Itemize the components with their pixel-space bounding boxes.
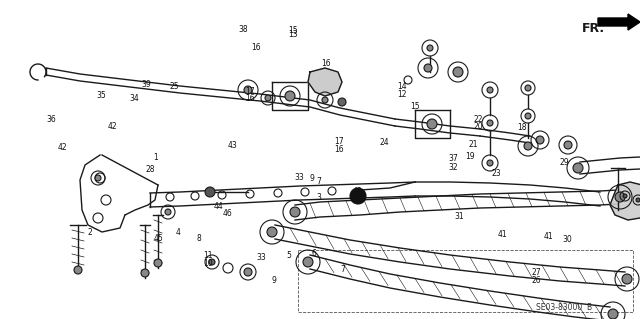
Text: 7: 7 [340,265,345,274]
Text: 22: 22 [474,115,483,124]
Text: 41: 41 [544,232,554,241]
Text: 39: 39 [141,80,151,89]
Text: 13: 13 [288,30,298,39]
Circle shape [524,142,532,150]
Text: 1: 1 [154,153,158,162]
Circle shape [74,266,82,274]
Circle shape [338,98,346,106]
Text: 33: 33 [294,173,305,182]
Text: 32: 32 [448,163,458,172]
Circle shape [350,188,366,204]
Circle shape [487,120,493,126]
Text: 14: 14 [397,82,407,91]
Text: 4: 4 [175,228,180,237]
Circle shape [265,95,271,101]
Text: 29: 29 [559,158,570,167]
Text: 45: 45 [154,234,164,243]
Text: 12: 12 [397,90,406,99]
Circle shape [453,67,463,77]
Circle shape [267,227,277,237]
Text: 3: 3 [317,193,322,202]
Circle shape [636,198,640,202]
Text: 23: 23 [491,169,501,178]
Text: 10: 10 [203,259,213,268]
Text: 16: 16 [251,43,261,52]
Polygon shape [610,182,640,220]
Circle shape [615,192,625,202]
Circle shape [622,274,632,284]
Text: FR.: FR. [582,22,605,35]
Circle shape [322,97,328,103]
Text: 5: 5 [287,251,292,260]
Circle shape [564,141,572,149]
Text: 34: 34 [129,94,140,103]
Circle shape [573,163,583,173]
Text: 33: 33 [256,253,266,262]
Text: 7: 7 [316,177,321,186]
Text: 36: 36 [46,115,56,124]
Circle shape [154,259,162,267]
Text: 37: 37 [448,154,458,163]
Text: 28: 28 [146,165,156,174]
Text: 11: 11 [204,251,212,260]
Text: 16: 16 [334,145,344,154]
Text: 40: 40 [352,187,362,196]
Text: 44: 44 [214,202,224,211]
Text: 16: 16 [321,59,332,68]
Text: 16: 16 [244,94,255,103]
Circle shape [427,119,437,129]
Circle shape [290,207,300,217]
Bar [298,250,633,312]
Text: 17: 17 [244,87,255,96]
Text: 2: 2 [87,228,92,237]
Circle shape [209,259,215,265]
Circle shape [303,257,313,267]
Circle shape [536,136,544,144]
Text: 38: 38 [238,25,248,34]
Circle shape [244,86,252,94]
Text: 26: 26 [531,276,541,285]
Text: 43: 43 [227,141,237,150]
Circle shape [487,87,493,93]
Circle shape [165,209,171,215]
Circle shape [205,187,215,197]
Circle shape [623,194,627,198]
Text: 30: 30 [562,235,572,244]
Circle shape [424,64,432,72]
Circle shape [608,309,618,319]
Text: 18: 18 [517,123,526,132]
Text: 41: 41 [497,230,508,239]
Text: 9: 9 [310,174,315,183]
Text: 17: 17 [334,137,344,146]
Text: 35: 35 [96,91,106,100]
Circle shape [285,91,295,101]
Text: 31: 31 [454,212,465,221]
Circle shape [427,45,433,51]
Text: 27: 27 [531,268,541,277]
Circle shape [141,269,149,277]
Circle shape [244,268,252,276]
Circle shape [487,160,493,166]
Text: 6: 6 [311,249,316,258]
Text: SE03-83000  B: SE03-83000 B [536,303,592,313]
Text: 19: 19 [465,152,476,161]
Text: 24: 24 [379,138,389,147]
Text: 25: 25 [169,82,179,91]
Polygon shape [308,68,342,96]
Circle shape [525,113,531,119]
Circle shape [95,175,101,181]
Text: 42: 42 [108,122,117,131]
Polygon shape [598,14,640,30]
Text: 9: 9 [271,276,276,285]
Text: 42: 42 [58,143,68,152]
Text: 8: 8 [196,234,201,243]
Text: 15: 15 [288,26,298,35]
Text: 46: 46 [223,209,232,218]
Text: 20: 20 [474,122,484,131]
Text: 15: 15 [410,102,420,111]
Text: 21: 21 [469,140,478,149]
Circle shape [525,85,531,91]
